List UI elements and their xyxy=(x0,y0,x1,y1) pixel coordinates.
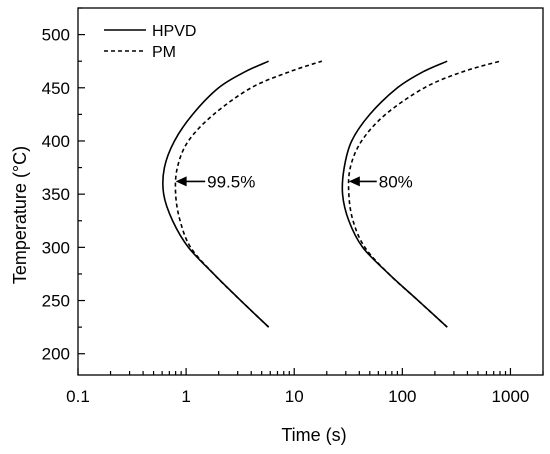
legend-label-hpvd: HPVD xyxy=(152,23,196,40)
annotation-label: 99.5% xyxy=(207,172,255,191)
series-line-pm xyxy=(174,60,323,328)
y-tick-label: 300 xyxy=(42,238,70,257)
x-axis-label: Time (s) xyxy=(281,425,346,445)
plot-frame xyxy=(77,7,544,376)
y-tick-label: 450 xyxy=(42,79,70,98)
x-tick-label: 10 xyxy=(285,387,304,406)
legend-label-pm: PM xyxy=(152,44,176,61)
y-tick-label: 500 xyxy=(42,26,70,45)
annotation-label: 80% xyxy=(379,172,413,191)
y-tick-label: 200 xyxy=(42,345,70,364)
x-tick-label: 1 xyxy=(181,387,190,406)
series-line-hpvd xyxy=(162,60,270,328)
x-tick-label: 100 xyxy=(388,387,416,406)
y-tick-label: 350 xyxy=(42,185,70,204)
series-line-pm xyxy=(347,60,501,328)
y-axis-label: Temperature (°C) xyxy=(10,146,30,284)
annotation-arrow-head xyxy=(348,176,360,187)
x-tick-label: 0.1 xyxy=(66,387,90,406)
x-tick-label: 1000 xyxy=(492,387,530,406)
annotation-arrow-head xyxy=(175,176,187,187)
series-line-hpvd xyxy=(341,60,448,328)
y-tick-label: 250 xyxy=(42,292,70,311)
y-tick-label: 400 xyxy=(42,132,70,151)
